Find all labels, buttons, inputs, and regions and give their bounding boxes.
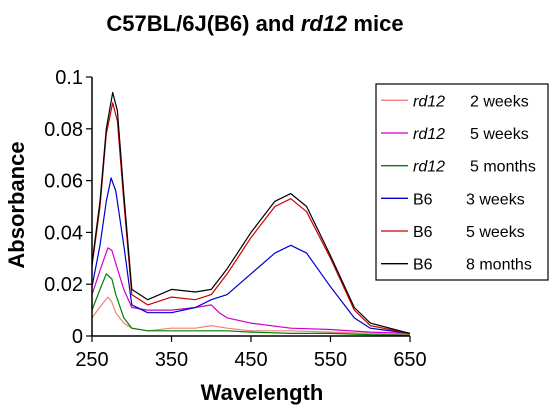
x-tick-label: 550 bbox=[314, 349, 347, 371]
legend-strain: B6 bbox=[413, 224, 433, 241]
legend-age: 8 months bbox=[466, 257, 532, 274]
series-line-b6-5-weeks bbox=[91, 102, 411, 334]
series-line-rd12-5-weeks bbox=[91, 247, 411, 334]
legend-strain: B6 bbox=[413, 191, 433, 208]
legend-age: 5 weeks bbox=[470, 126, 529, 143]
x-axis-label: Wavelength bbox=[201, 380, 324, 405]
series-line-rd12-2-weeks bbox=[91, 296, 411, 336]
y-tick-label: 0.02 bbox=[44, 274, 83, 296]
series-line-b6-3-weeks bbox=[91, 177, 411, 334]
x-tick-label: 450 bbox=[234, 349, 267, 371]
y-axis-label: Absorbance bbox=[4, 141, 29, 268]
legend-strain: rd12 bbox=[413, 93, 445, 110]
axes: 250 350 450 550 650 0 0.02 0.04 0.06 0.08 0.1 bbox=[44, 67, 427, 371]
legend-strain: rd12 bbox=[413, 126, 445, 143]
legend: rd12 2 weeks rd12 5 weeks rd12 5 months B6 3 we… bbox=[375, 83, 549, 281]
legend-age: 5 weeks bbox=[466, 224, 525, 241]
series-layer bbox=[91, 91, 411, 336]
legend-age: 2 weeks bbox=[470, 93, 529, 110]
legend-age: 5 months bbox=[470, 159, 536, 176]
y-tick-label: 0.06 bbox=[44, 171, 83, 193]
x-tick-label: 350 bbox=[155, 349, 188, 371]
y-tick-label: 0.1 bbox=[55, 67, 83, 89]
x-tick-label: 650 bbox=[393, 349, 426, 371]
y-tick-label: 0.08 bbox=[44, 119, 83, 141]
legend-age: 3 weeks bbox=[466, 191, 525, 208]
y-tick-label: 0.04 bbox=[44, 222, 83, 244]
series-line-b6-8-months bbox=[91, 91, 411, 334]
chart-title: C57BL/6J(B6) and rd12 mice bbox=[106, 11, 403, 36]
y-tick-label: 0 bbox=[72, 326, 83, 348]
legend-strain: rd12 bbox=[413, 159, 445, 176]
title-part-0: C57BL/6J(B6) and bbox=[106, 11, 300, 36]
series-line-rd12-5-months bbox=[91, 273, 411, 336]
legend-box bbox=[375, 83, 549, 281]
title-part-2: mice bbox=[347, 11, 403, 36]
title-part-1: rd12 bbox=[301, 11, 348, 36]
x-tick-label: 250 bbox=[75, 349, 108, 371]
legend-strain: B6 bbox=[413, 257, 433, 274]
